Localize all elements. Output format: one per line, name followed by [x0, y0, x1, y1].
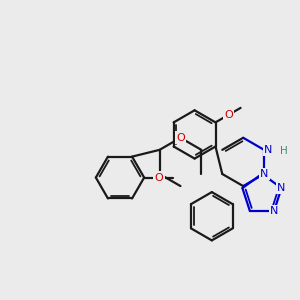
Text: N: N — [260, 169, 268, 179]
Text: O: O — [224, 110, 233, 120]
Text: O: O — [155, 172, 164, 183]
Text: H: H — [280, 146, 288, 156]
Text: O: O — [176, 133, 185, 143]
Text: N: N — [264, 145, 273, 155]
Text: N: N — [277, 183, 286, 193]
Text: N: N — [270, 206, 278, 216]
